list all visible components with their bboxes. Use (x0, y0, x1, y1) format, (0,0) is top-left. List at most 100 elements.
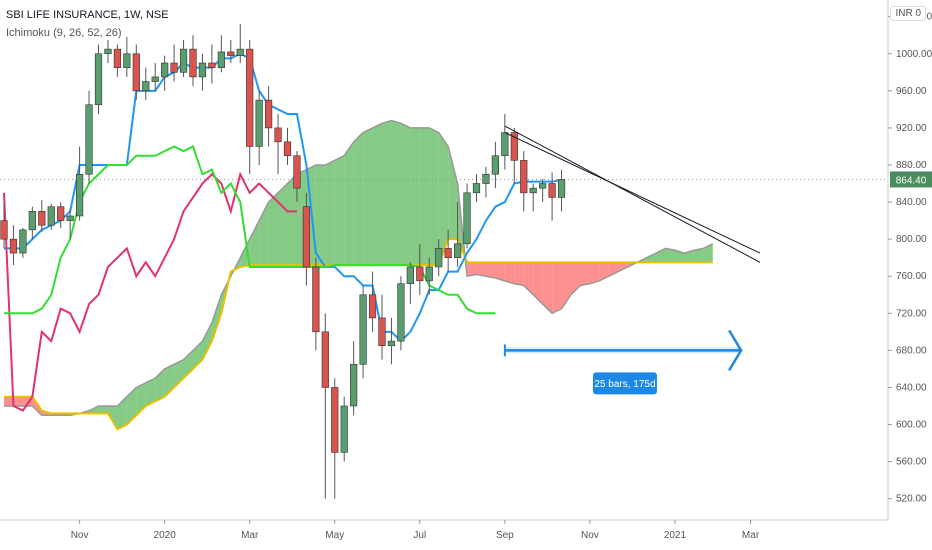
cloud-segment (382, 120, 392, 266)
candle-body (425, 266, 433, 282)
candle-body (331, 387, 339, 453)
candle-body (57, 206, 65, 221)
candle-body (132, 53, 140, 92)
candle-body (76, 173, 84, 217)
candle-body (246, 48, 254, 147)
candle-body (170, 62, 178, 73)
y-tick-label: 1000.00 (896, 49, 932, 60)
cloud-segment (211, 294, 222, 342)
cloud-segment (325, 160, 335, 266)
last-price-tag (890, 171, 932, 188)
candle-body (416, 266, 424, 282)
cloud-segment (353, 132, 364, 266)
candle-body (397, 283, 405, 342)
y-axis: 520.00 560.00 600.00 640.00 680.00 720.00 760.… (887, 0, 932, 550)
x-tick-label: Sep (496, 530, 514, 541)
cloud-segment (467, 262, 477, 277)
cloud-segment (249, 220, 260, 266)
cloud-segment (599, 262, 609, 281)
cloud-segment (126, 387, 137, 425)
candle-body (350, 363, 358, 407)
candle-body (321, 331, 329, 388)
cloud-segment (400, 123, 411, 266)
candle-body (539, 183, 547, 189)
y-tick-label: 760.00 (896, 271, 927, 282)
candle-body (104, 48, 112, 55)
candle-body (472, 183, 481, 194)
cloud-segment (438, 132, 449, 266)
candle-body (66, 215, 74, 221)
cloud-segment (608, 262, 619, 277)
candle-body (189, 48, 197, 78)
cloud-segment (259, 202, 269, 266)
candle-body (283, 141, 292, 157)
x-tick-label: Nov (581, 530, 599, 541)
cloud-segment (552, 262, 562, 314)
cloud-segment (344, 141, 354, 266)
candle-body (85, 104, 93, 175)
candle-body (378, 317, 386, 347)
y-tick-label: 960.00 (896, 86, 927, 97)
cloud-segment (495, 262, 505, 281)
cloud-segment (542, 262, 553, 314)
candle-body (208, 62, 216, 68)
cloud-segment (4, 396, 14, 406)
candles (0, 24, 566, 499)
candle-body (0, 220, 8, 240)
cloud-segment (618, 262, 628, 272)
candle-body (302, 206, 311, 268)
cloud-segment (410, 127, 420, 266)
x-tick-label: Mar (742, 530, 760, 541)
trendline (504, 125, 761, 263)
cloud-segment (665, 248, 675, 263)
candle-body (491, 155, 500, 175)
candle-body (482, 173, 490, 184)
cloud-segment (703, 243, 713, 263)
cloud-segment (533, 262, 543, 305)
cloud-segment (372, 123, 382, 266)
candle-body (435, 248, 443, 268)
cloud-segment (485, 262, 496, 279)
candle-body (217, 51, 225, 68)
candle-body (274, 127, 282, 143)
measure-arrow-head (728, 329, 743, 372)
base-line (3, 171, 297, 412)
candle-body (548, 183, 556, 198)
x-tick-label: 2020 (154, 530, 177, 541)
cloud-segment (278, 183, 288, 266)
x-tick-label: May (325, 530, 344, 541)
x-tick-label: Nov (71, 530, 89, 541)
candle-body (255, 99, 263, 147)
candle-body (520, 160, 528, 194)
cloud-segment (523, 262, 534, 295)
candle-body (198, 62, 207, 78)
candle-body (387, 340, 396, 347)
y-tick-label: 640.00 (896, 382, 927, 393)
cloud-segment (580, 262, 590, 286)
candle-body (501, 132, 509, 157)
x-tick-label: Mar (241, 530, 259, 541)
cloud-segment (646, 253, 657, 263)
cloud-segment (674, 250, 685, 263)
lagging-span-line (4, 145, 496, 315)
candle-body (123, 53, 131, 68)
cloud-segment (287, 174, 297, 266)
candle-body (113, 48, 121, 68)
cloud-segment (419, 127, 430, 266)
y-tick-label: 600.00 (896, 420, 927, 431)
cloud-segment (13, 396, 23, 406)
scale-button[interactable]: INR 0 (890, 6, 926, 21)
cloud-segment (504, 262, 515, 284)
cloud-segment (117, 396, 127, 430)
indicator-label: Ichimoku (9, 26, 52, 26) (6, 27, 122, 39)
candle-body (557, 179, 566, 198)
candle-body (151, 76, 159, 82)
measure-label: 25 bars, 175d (594, 379, 655, 390)
candle-body (463, 192, 471, 245)
y-tick-label: 680.00 (896, 345, 927, 356)
cloud-segment (155, 368, 165, 402)
cloud-segment (429, 127, 439, 266)
candle-body (9, 238, 18, 254)
y-tick-label: 840.00 (896, 197, 927, 208)
